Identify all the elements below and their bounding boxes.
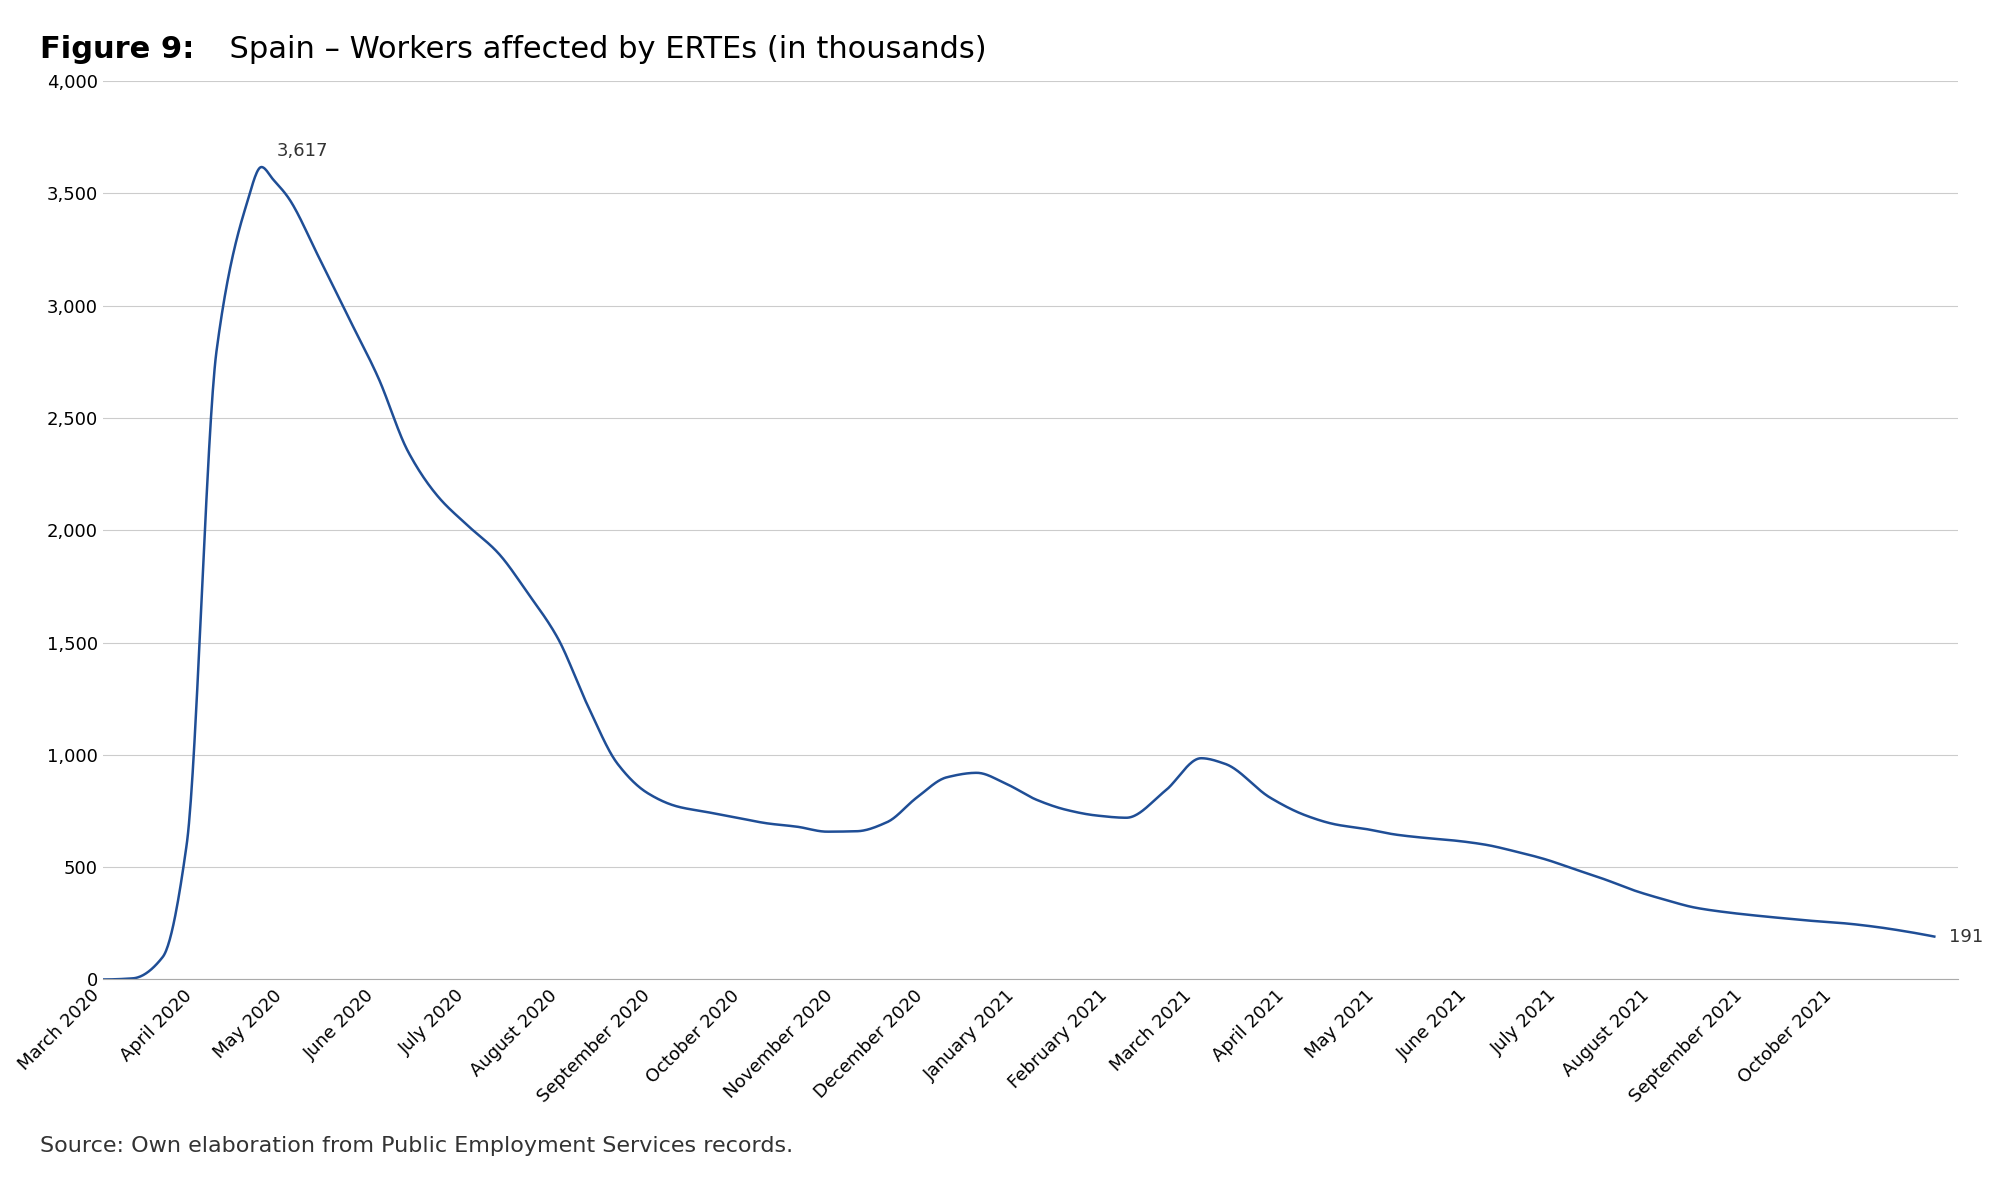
Text: Figure 9:: Figure 9: — [40, 35, 194, 65]
Text: Source: Own elaboration from Public Employment Services records.: Source: Own elaboration from Public Empl… — [40, 1136, 794, 1156]
Text: 191: 191 — [1950, 927, 1984, 945]
Text: 3,617: 3,617 — [276, 142, 328, 159]
Text: Spain – Workers affected by ERTEs (in thousands): Spain – Workers affected by ERTEs (in th… — [210, 35, 986, 65]
